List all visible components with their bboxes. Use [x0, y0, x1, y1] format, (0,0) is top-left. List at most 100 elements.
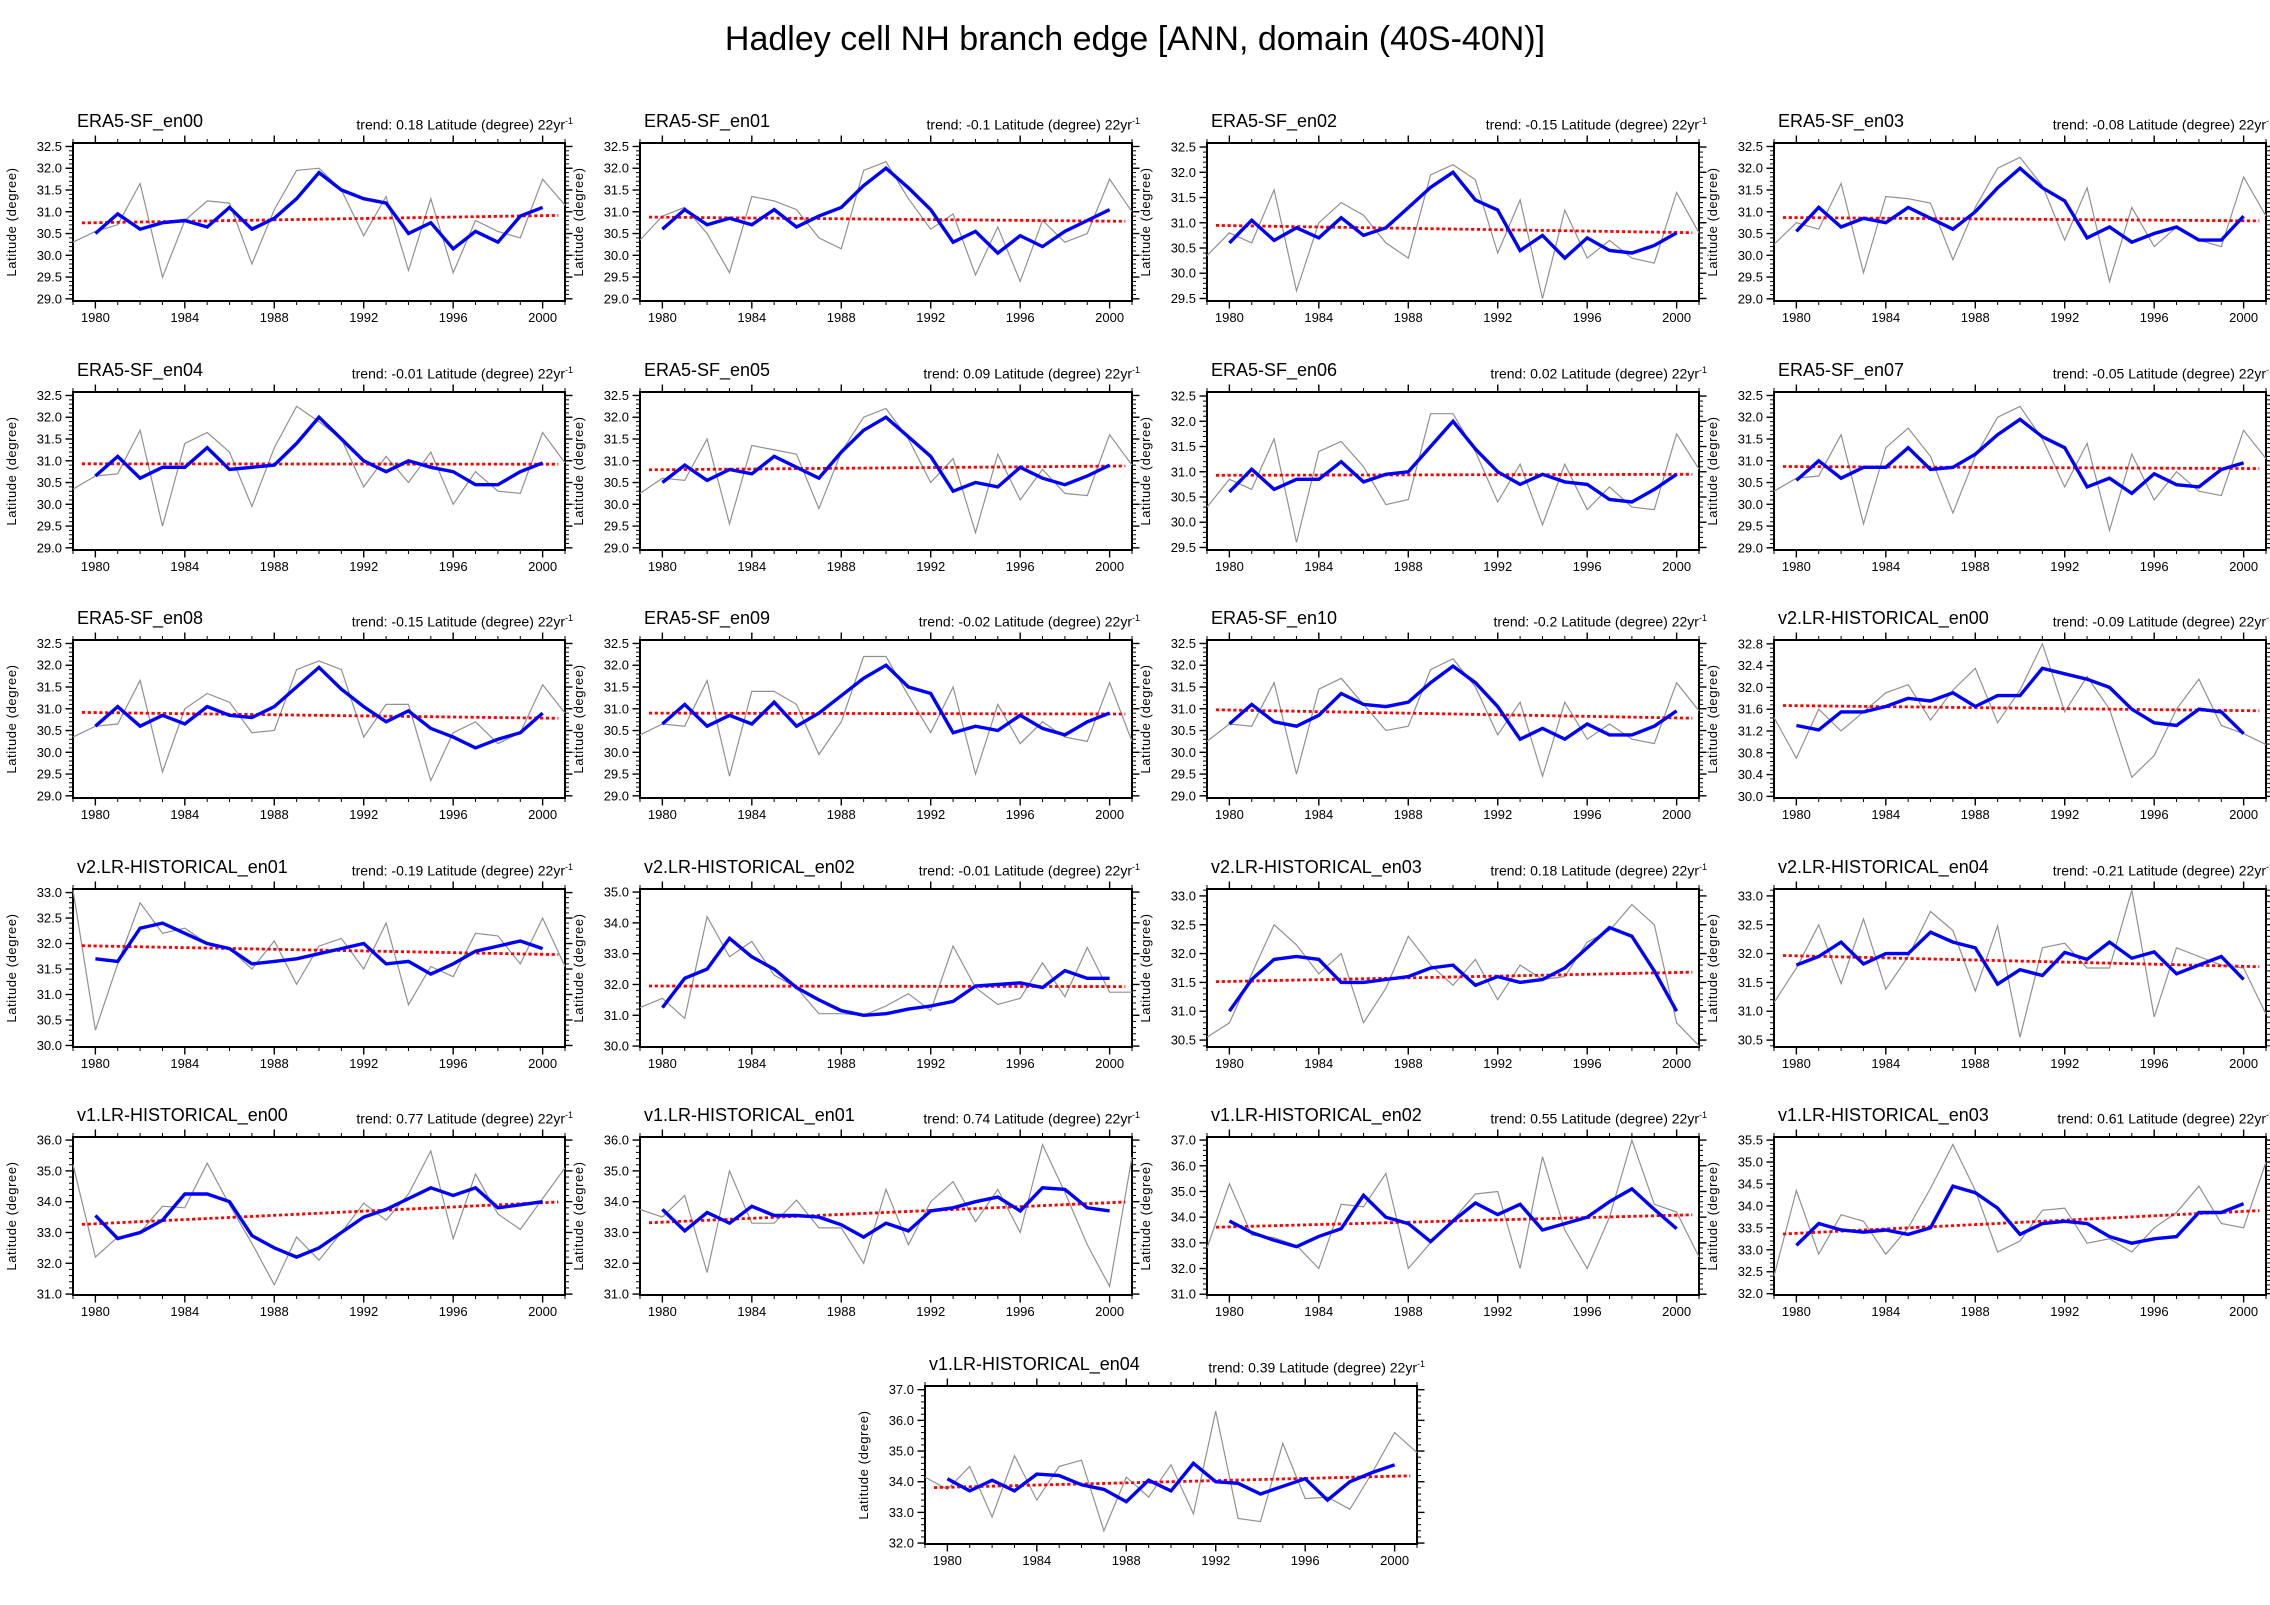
x-tick-labels: 1980 1984 1988 1992 1996 2000	[81, 1056, 557, 1071]
y-tick-label: 30.5	[604, 226, 629, 241]
trend-label: trend: 0.61 Latitude (degree) 22yr-1	[2057, 1110, 2270, 1127]
trend-text: trend: -0.01 Latitude (degree) 22yr	[351, 365, 565, 382]
panel: ERA5-SF_en05 trend: 0.09 Latitude (degree…	[567, 349, 1140, 597]
x-tick-label: 1996	[439, 807, 468, 822]
y-tick-label: 32.0	[1738, 161, 1763, 176]
x-tick-label: 1996	[439, 1304, 468, 1319]
y-tick-label: 31.5	[37, 962, 62, 977]
plot-area: 29.0 29.5 30.0 30.5 31.0 31.5 32.0 32.5 1980 1984…	[571, 384, 1140, 574]
axis-ticks	[1199, 881, 1707, 1055]
y-tick-labels: 29.0 29.5 30.0 30.5 31.0 31.5 32.0 32.5	[604, 139, 629, 306]
axis-ticks	[632, 135, 1140, 309]
y-tick-label: 32.4	[1738, 658, 1763, 673]
y-tick-label: 29.5	[1171, 767, 1196, 782]
y-tick-label: 32.0	[1738, 410, 1763, 425]
panel-title: v2.LR-HISTORICAL_en04	[1778, 857, 1989, 877]
panel-title: ERA5-SF_en02	[1211, 111, 1338, 131]
y-tick-label: 30.5	[1171, 240, 1196, 255]
panel-title: v1.LR-HISTORICAL_en02	[1211, 1105, 1422, 1125]
y-tick-label: 32.0	[37, 410, 62, 425]
smoothed-series-line	[94, 170, 544, 252]
x-tick-label: 1984	[737, 1056, 766, 1071]
y-tick-label: 31.0	[37, 453, 62, 468]
panel-title: ERA5-SF_en04	[77, 360, 204, 380]
y-tick-label: 31.0	[1738, 1004, 1763, 1019]
y-tick-label: 29.0	[37, 788, 62, 803]
y-tick-label: 31.0	[37, 204, 62, 219]
trend-label: trend: -0.15 Latitude (degree) 22yr-1	[1486, 116, 1707, 133]
trend-label: trend: 0.18 Latitude (degree) 22yr-1	[356, 116, 573, 133]
y-axis-label: Latitude (degree)	[571, 416, 586, 525]
plot-area: 29.5 30.0 30.5 31.0 31.5 32.0 32.5 1980 1984 1988…	[1138, 135, 1707, 325]
x-tick-label: 2000	[528, 1304, 557, 1319]
x-tick-label: 1996	[439, 1056, 468, 1071]
y-tick-label: 31.0	[1171, 1004, 1196, 1019]
plot-area: 32.0 32.5 33.0 33.5 34.0 34.5 35.0 35.5 1980 1984…	[1705, 1129, 2270, 1319]
y-tick-label: 31.0	[1738, 204, 1763, 219]
trend-line	[81, 1200, 559, 1226]
y-tick-label: 31.6	[1738, 702, 1763, 717]
panel: v2.LR-HISTORICAL_en04 trend: -0.21 Latitu…	[1701, 846, 2270, 1094]
y-tick-label: 29.0	[1738, 291, 1763, 306]
x-tick-label: 1984	[737, 310, 766, 325]
plot-area: 30.5 31.0 31.5 32.0 32.5 33.0 1980 1984 1988 1992…	[1705, 881, 2270, 1071]
x-tick-label: 1992	[2050, 310, 2079, 325]
y-axis-label: Latitude (degree)	[1705, 913, 1720, 1022]
panel-title: ERA5-SF_en00	[77, 111, 204, 131]
x-tick-label: 2000	[1380, 1553, 1409, 1568]
x-tick-label: 1980	[648, 1304, 677, 1319]
y-axis-label: Latitude (degree)	[571, 1161, 586, 1270]
trend-text: trend: -0.08 Latitude (degree) 22yr	[2052, 116, 2266, 133]
trend-exponent: -1	[564, 862, 573, 872]
smoothed-series-line	[1795, 930, 2245, 987]
plot-area: 29.0 29.5 30.0 30.5 31.0 31.5 32.0 32.5 1980 1984…	[1138, 632, 1707, 822]
trend-exponent: -1	[2265, 613, 2270, 623]
y-tick-label: 31.5	[37, 432, 62, 447]
x-tick-label: 1992	[916, 1304, 945, 1319]
axis-ticks	[65, 1129, 573, 1303]
x-tick-label: 1988	[1961, 310, 1990, 325]
y-tick-label: 30.5	[1171, 723, 1196, 738]
trend-exponent: -1	[564, 116, 573, 126]
y-tick-label: 30.0	[1171, 745, 1196, 760]
x-tick-label: 1980	[81, 1304, 110, 1319]
y-tick-label: 34.0	[604, 1194, 629, 1209]
trend-exponent: -1	[1698, 1110, 1707, 1120]
raw-series-line	[639, 915, 1132, 1020]
panel: ERA5-SF_en06 trend: 0.02 Latitude (degree…	[1134, 349, 1707, 597]
x-tick-label: 1988	[1961, 807, 1990, 822]
x-tick-label: 1984	[170, 1304, 199, 1319]
panel: ERA5-SF_en09 trend: -0.02 Latitude (degre…	[567, 597, 1140, 845]
y-tick-label: 32.5	[604, 636, 629, 651]
y-tick-label: 31.5	[1171, 190, 1196, 205]
smoothed-series-line	[661, 415, 1111, 494]
x-tick-label: 1988	[1961, 1056, 1990, 1071]
panel-title: v1.LR-HISTORICAL_en00	[77, 1105, 288, 1125]
raw-series-line	[1206, 903, 1700, 1047]
y-tick-label: 32.0	[604, 658, 629, 673]
trend-text: trend: 0.02 Latitude (degree) 22yr	[1490, 365, 1699, 382]
trend-line	[1782, 1209, 2260, 1236]
x-tick-label: 1988	[1961, 1304, 1990, 1319]
trend-label: trend: -0.02 Latitude (degree) 22yr-1	[919, 613, 1140, 630]
x-tick-label: 1984	[1304, 1056, 1333, 1071]
smoothed-series-line	[661, 935, 1110, 1018]
trend-label: trend: 0.18 Latitude (degree) 22yr-1	[1490, 862, 1707, 879]
smoothed-series-line	[94, 665, 544, 750]
plot-area: 29.0 29.5 30.0 30.5 31.0 31.5 32.0 32.5 1980 1984…	[4, 135, 573, 325]
y-tick-label: 32.5	[1738, 139, 1763, 154]
x-tick-label: 1984	[1871, 559, 1900, 574]
panel-title: ERA5-SF_en05	[644, 360, 771, 380]
x-tick-label: 1984	[737, 559, 766, 574]
x-tick-label: 1996	[1006, 1304, 1035, 1319]
x-tick-labels: 1980 1984 1988 1992 1996 2000	[648, 310, 1124, 325]
y-tick-label: 32.5	[1171, 636, 1196, 651]
x-tick-label: 2000	[2229, 1304, 2258, 1319]
x-tick-label: 1996	[1573, 1056, 1602, 1071]
plot-area: 29.0 29.5 30.0 30.5 31.0 31.5 32.0 32.5 1980 1984…	[1705, 384, 2270, 574]
x-tick-label: 1984	[1304, 1304, 1333, 1319]
x-tick-labels: 1980 1984 1988 1992 1996 2000	[1782, 807, 2258, 822]
y-tick-label: 30.0	[1171, 266, 1196, 281]
trend-label: trend: 0.09 Latitude (degree) 22yr-1	[923, 365, 1140, 382]
y-tick-label: 31.2	[1738, 723, 1763, 738]
